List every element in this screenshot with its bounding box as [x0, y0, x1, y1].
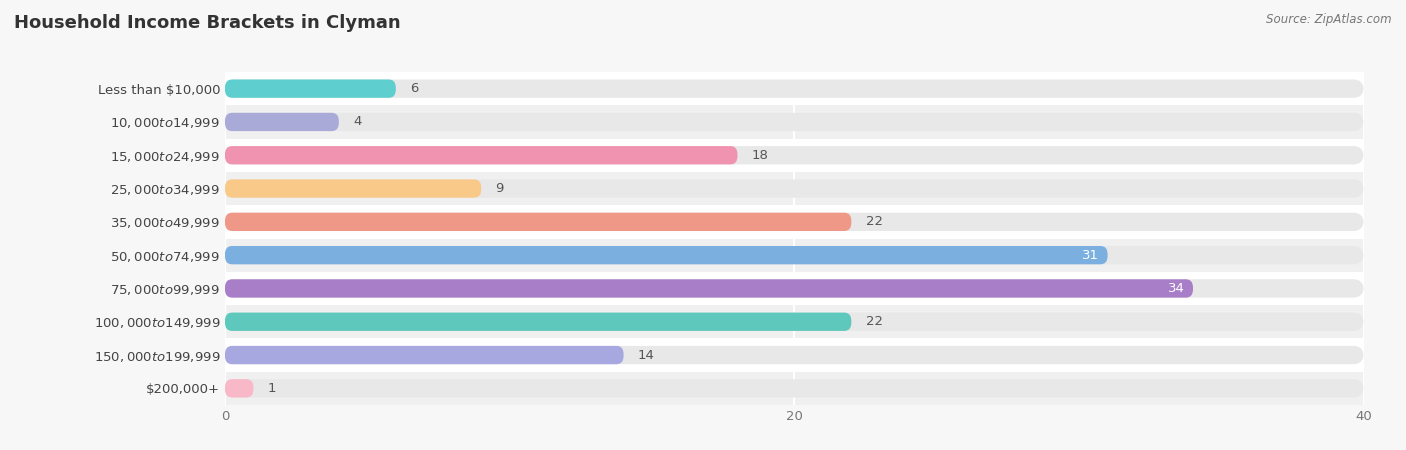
FancyBboxPatch shape: [225, 246, 1108, 264]
Bar: [225, 238, 1364, 272]
Text: 34: 34: [1167, 282, 1184, 295]
Text: 22: 22: [866, 315, 883, 328]
Text: 4: 4: [353, 116, 361, 128]
FancyBboxPatch shape: [225, 246, 1364, 264]
Text: 9: 9: [495, 182, 503, 195]
FancyBboxPatch shape: [225, 180, 481, 198]
FancyBboxPatch shape: [225, 346, 1364, 364]
Bar: [225, 105, 1364, 139]
FancyBboxPatch shape: [225, 180, 1364, 198]
FancyBboxPatch shape: [225, 113, 339, 131]
Bar: [225, 305, 1364, 338]
FancyBboxPatch shape: [225, 80, 1364, 98]
FancyBboxPatch shape: [225, 313, 1364, 331]
FancyBboxPatch shape: [225, 146, 1364, 164]
Bar: [225, 272, 1364, 305]
Text: 22: 22: [866, 216, 883, 228]
FancyBboxPatch shape: [225, 279, 1364, 297]
FancyBboxPatch shape: [225, 279, 1192, 297]
FancyBboxPatch shape: [225, 379, 1364, 397]
FancyBboxPatch shape: [225, 113, 1364, 131]
Text: Household Income Brackets in Clyman: Household Income Brackets in Clyman: [14, 14, 401, 32]
Text: Source: ZipAtlas.com: Source: ZipAtlas.com: [1267, 14, 1392, 27]
Bar: [225, 205, 1364, 239]
Bar: [225, 172, 1364, 205]
Text: 14: 14: [638, 349, 655, 361]
Bar: [225, 72, 1364, 105]
FancyBboxPatch shape: [225, 213, 852, 231]
FancyBboxPatch shape: [225, 313, 852, 331]
FancyBboxPatch shape: [225, 379, 253, 397]
FancyBboxPatch shape: [225, 346, 624, 364]
Text: 1: 1: [267, 382, 276, 395]
Text: 31: 31: [1083, 249, 1099, 261]
FancyBboxPatch shape: [225, 146, 738, 164]
Bar: [225, 139, 1364, 172]
FancyBboxPatch shape: [225, 80, 396, 98]
Bar: [225, 338, 1364, 372]
Text: 6: 6: [411, 82, 419, 95]
Text: 18: 18: [752, 149, 769, 162]
Bar: [225, 372, 1364, 405]
FancyBboxPatch shape: [225, 213, 1364, 231]
